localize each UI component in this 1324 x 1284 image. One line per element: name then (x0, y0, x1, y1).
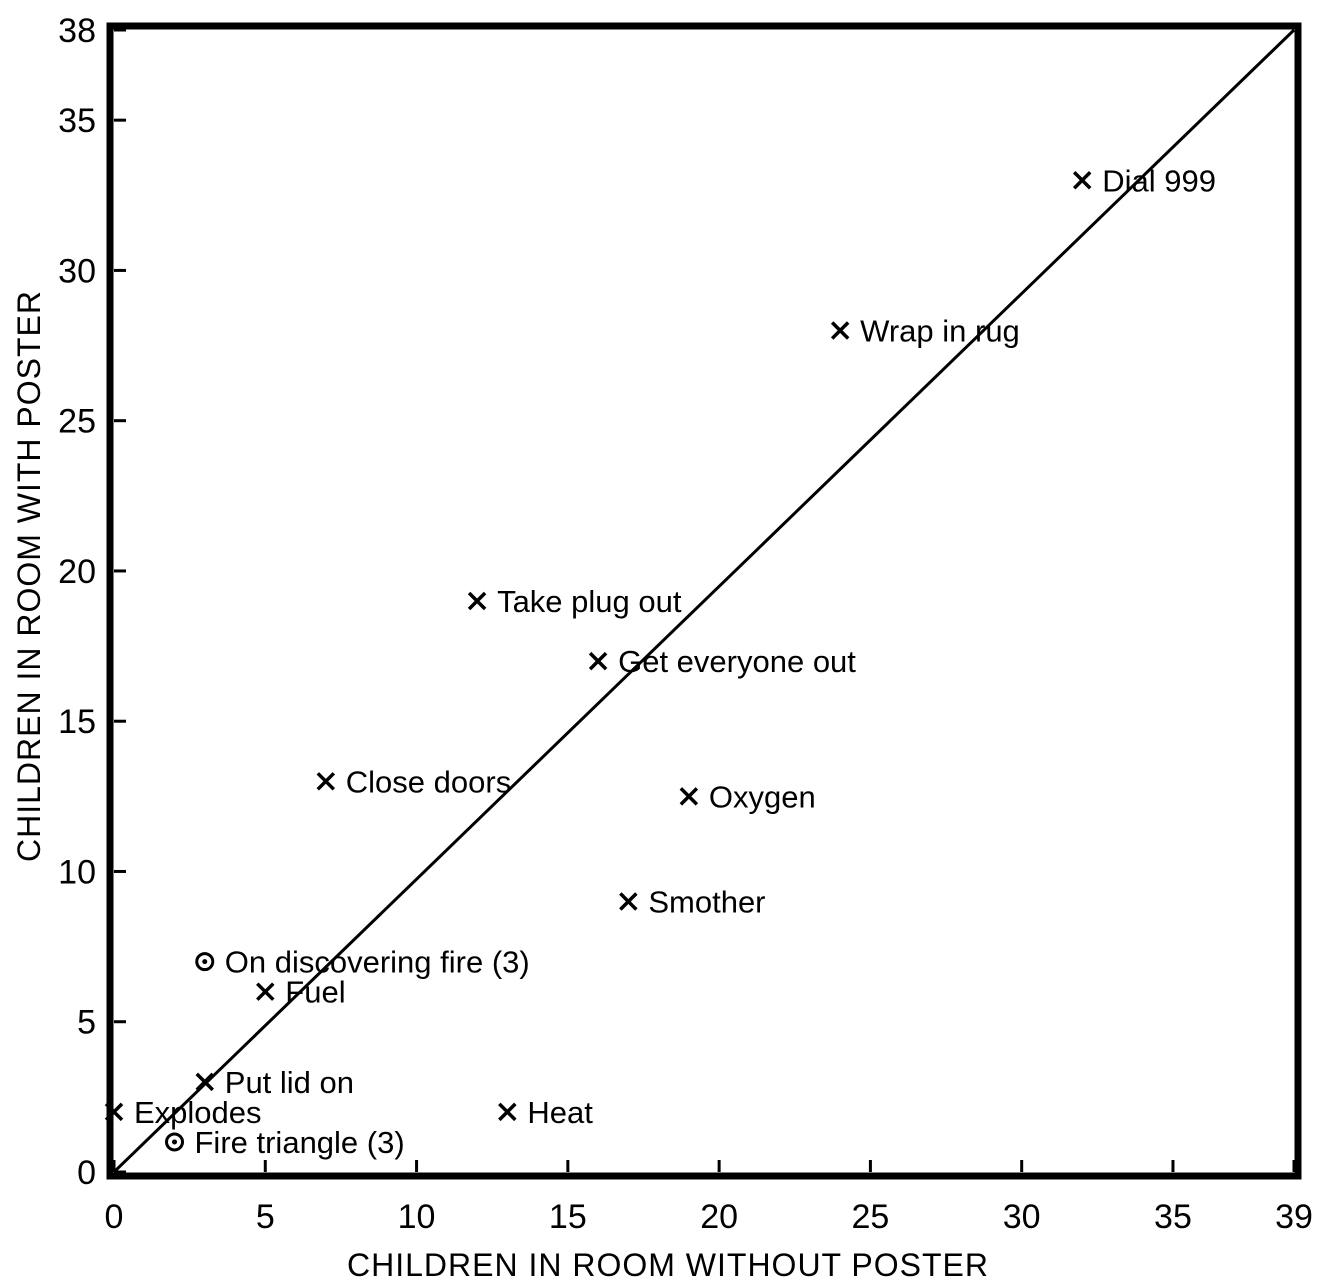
circle-marker-dot (202, 959, 208, 965)
data-point: Smother (619, 885, 766, 920)
data-point: Dial 999 (1072, 163, 1216, 198)
x-marker (467, 591, 487, 611)
point-label: Fire triangle (3) (195, 1125, 405, 1160)
data-point: Close doors (316, 764, 511, 799)
y-tick-label: 15 (58, 703, 96, 741)
point-label: On discovering fire (3) (225, 945, 530, 980)
x-tick-label: 20 (700, 1198, 738, 1236)
circle-marker (195, 952, 215, 972)
data-point: Heat (498, 1095, 593, 1130)
x-marker (256, 982, 275, 1001)
x-axis-ticks: 0 5 10 15 20 25 30 35 39 (105, 1160, 1313, 1236)
x-marker (316, 772, 336, 791)
x-marker (195, 1072, 215, 1092)
x-marker (830, 321, 850, 340)
data-point: Fire triangle (3) (165, 1125, 405, 1160)
point-label: Close doors (346, 764, 511, 799)
data-point: Put lid on (195, 1065, 354, 1100)
x-tick-label: 39 (1275, 1198, 1313, 1236)
x-tick-label: 5 (256, 1198, 275, 1236)
y-tick-label: 30 (58, 252, 96, 290)
y-tick-label: 0 (77, 1154, 96, 1192)
point-label: Heat (527, 1095, 593, 1130)
x-tick-label: 10 (398, 1198, 436, 1236)
y-tick-label: 20 (58, 553, 96, 591)
data-point: Explodes (104, 1095, 262, 1130)
x-tick-label: 0 (105, 1198, 124, 1236)
x-marker (588, 651, 608, 671)
point-label: Wrap in rug (860, 314, 1020, 349)
y-tick-label: 5 (77, 1004, 96, 1042)
point-label: Explodes (134, 1095, 262, 1130)
point-label: Fuel (285, 975, 345, 1010)
data-point: On discovering fire (3) (195, 945, 530, 980)
circle-marker (165, 1132, 185, 1152)
y-tick-label: 10 (58, 853, 96, 891)
point-label: Dial 999 (1102, 163, 1216, 198)
point-label: Put lid on (225, 1065, 354, 1100)
x-marker (619, 892, 638, 911)
point-label: Take plug out (497, 584, 682, 619)
data-points: Dial 999 Wrap in rug Take plug out Get ever… (104, 163, 1216, 1160)
point-label: Get everyone out (618, 644, 856, 679)
x-marker (104, 1102, 124, 1122)
reference-line (112, 28, 1296, 1174)
data-point: Oxygen (679, 779, 816, 814)
x-marker (679, 787, 699, 806)
y-tick-label: 38 (58, 12, 96, 50)
y-tick-label: 35 (58, 102, 96, 140)
point-label: Smother (648, 885, 765, 920)
y-tick-label: 25 (58, 403, 96, 441)
x-axis-title: CHILDREN IN ROOM WITHOUT POSTER (347, 1247, 989, 1283)
x-tick-label: 30 (1003, 1198, 1041, 1236)
data-point: Fuel (256, 975, 346, 1010)
point-label: Oxygen (709, 779, 816, 814)
data-point: Wrap in rug (830, 314, 1020, 349)
x-tick-label: 25 (851, 1198, 889, 1236)
circle-marker-dot (172, 1139, 178, 1145)
y-axis-ticks: 0 5 10 15 20 25 30 35 38 (58, 12, 126, 1192)
x-tick-label: 15 (549, 1198, 587, 1236)
y-axis-title: CHILDREN IN ROOM WITH POSTER (11, 290, 47, 862)
data-point: Take plug out (467, 584, 682, 619)
x-marker (498, 1102, 517, 1122)
x-tick-label: 35 (1154, 1198, 1192, 1236)
data-point: Get everyone out (588, 644, 856, 679)
x-marker (1072, 171, 1092, 190)
plot-frame (106, 22, 1302, 1180)
